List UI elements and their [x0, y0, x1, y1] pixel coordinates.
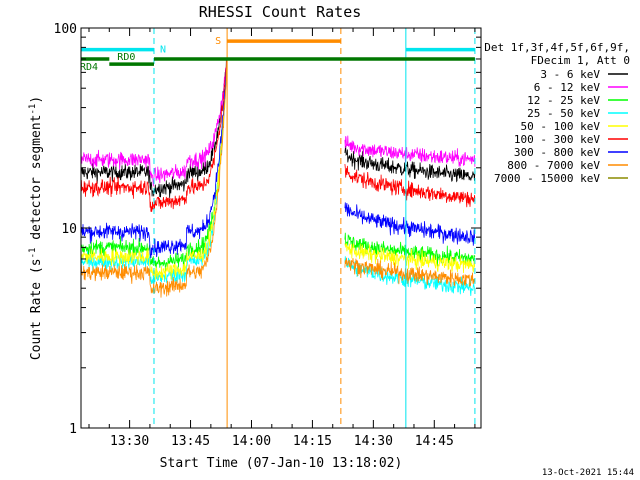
flag-label-5: S: [215, 36, 221, 47]
legend-label-4: 50 - 100 keV: [521, 120, 601, 133]
x-tick-label-5: 14:45: [415, 434, 454, 449]
series-line-0-post: [344, 145, 476, 183]
series-line-7-post: [344, 257, 476, 287]
flag-label-0: N: [160, 45, 166, 56]
series-line-2-pre: [80, 68, 228, 272]
y-axis-label-sup1: -1: [28, 248, 38, 259]
legend-label-7: 800 - 7000 keV: [507, 159, 600, 172]
legend-label-1: 6 - 12 keV: [534, 81, 601, 94]
legend-header-line1: Det 1f,3f,4f,5f,6f,9f,: [484, 41, 630, 54]
chart-title: RHESSI Count Rates: [199, 3, 362, 21]
y-axis-label: Count Rate (s-1 detector segment-1): [28, 96, 44, 360]
x-tick-label-0: 13:30: [110, 434, 149, 449]
x-tick-label-1: 13:45: [171, 434, 210, 449]
y-axis-label-sup2: -1: [28, 104, 38, 115]
x-axis-label: Start Time (07-Jan-10 13:18:02): [160, 456, 403, 471]
y-tick-label-0: 1: [69, 422, 77, 437]
series-line-7-pre: [80, 58, 228, 298]
legend-label-2: 12 - 25 keV: [527, 94, 600, 107]
legend-label-6: 300 - 800 keV: [514, 146, 600, 159]
axis-layer: 13:30 13:45 14:00 14:15 14:30 14:45 1 10 100: [54, 22, 481, 449]
y-axis-label-part3: ): [29, 96, 44, 104]
flag-label-2: RD0: [117, 52, 135, 63]
legend-label-8: 7000 - 15000 keV: [494, 172, 600, 185]
legend-label-3: 25 - 50 keV: [527, 107, 600, 120]
plot-data-layer: [80, 58, 476, 298]
series-line-4-post: [344, 242, 476, 274]
legend-header-line2: FDecim 1, Att 0: [531, 54, 630, 67]
flag-layer: NNRD0RD4S: [80, 28, 476, 428]
x-tick-label-4: 14:30: [354, 434, 393, 449]
y-axis-label-part2: detector segment: [29, 115, 44, 248]
series-line-1-post: [344, 135, 476, 167]
y-tick-label-1: 10: [61, 222, 77, 237]
legend-label-0: 3 - 6 keV: [540, 68, 600, 81]
series-line-6-post: [344, 202, 476, 246]
x-tick-label-3: 14:15: [293, 434, 332, 449]
legend: Det 1f,3f,4f,5f,6f,9f, FDecim 1, Att 0 3…: [484, 41, 630, 185]
timestamp: 13-Oct-2021 15:44: [542, 468, 634, 478]
y-axis-label-part1: Count Rate (s: [29, 258, 44, 360]
x-tick-label-2: 14:00: [232, 434, 271, 449]
legend-label-5: 100 - 300 keV: [514, 133, 600, 146]
flag-label-3: RD4: [80, 62, 98, 73]
series-line-5-post: [344, 164, 476, 208]
y-tick-label-2: 100: [54, 22, 77, 37]
